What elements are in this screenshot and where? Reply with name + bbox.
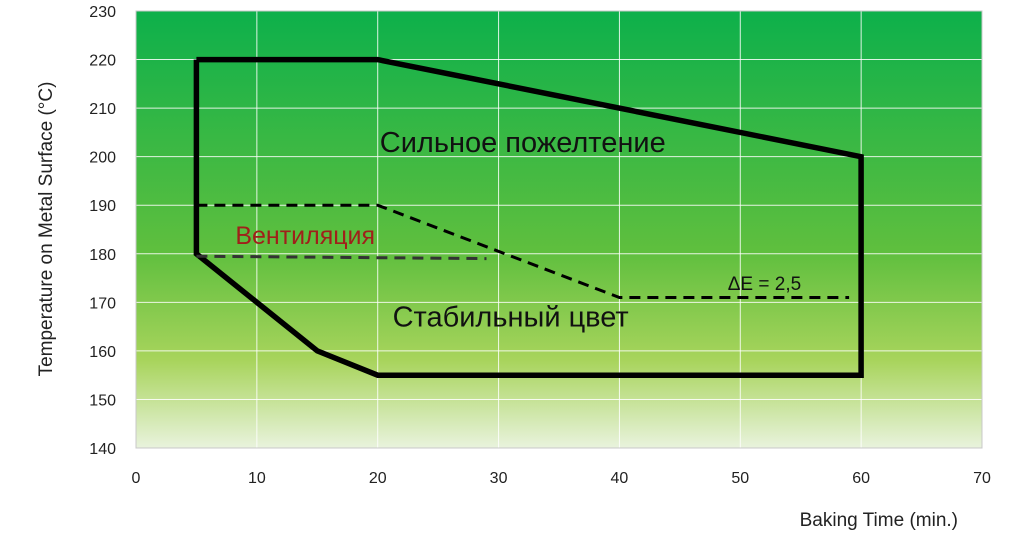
annotations: Сильное пожелтение Вентиляция ΔE = 2,5 Стаб… xyxy=(235,127,801,334)
plot-border xyxy=(135,10,983,449)
y-tick-label: 200 xyxy=(89,150,116,167)
x-axis-title: Baking Time (min.) xyxy=(800,510,958,531)
y-tick-label: 170 xyxy=(89,295,116,312)
annotation-region: Сильное пожелтение xyxy=(380,127,666,159)
annotation-vent: Вентиляция xyxy=(235,222,375,250)
y-tick-labels: 140 150 160 170 180 190 200 210 220 230 xyxy=(89,4,116,458)
process-window-boundary xyxy=(193,56,864,378)
y-tick-label: 210 xyxy=(89,101,116,118)
y-tick-label: 160 xyxy=(89,344,116,361)
x-tick-label: 40 xyxy=(611,470,629,487)
series-layer xyxy=(193,56,864,378)
y-tick-label: 220 xyxy=(89,53,116,70)
x-tick-label: 20 xyxy=(369,470,387,487)
y-tick-label: 140 xyxy=(89,441,116,458)
x-tick-label: 60 xyxy=(852,470,870,487)
x-tick-label: 30 xyxy=(490,470,508,487)
dashed-boundary-line xyxy=(196,254,487,261)
annotation-region: Стабильный цвет xyxy=(393,302,629,334)
y-tick-label: 150 xyxy=(89,392,116,409)
annotation-de: ΔE = 2,5 xyxy=(728,274,801,295)
x-tick-labels: 0 10 20 30 40 50 60 70 xyxy=(132,470,991,487)
dashed-boundary-line xyxy=(196,203,850,299)
x-tick-label: 0 xyxy=(132,470,141,487)
y-tick-label: 180 xyxy=(89,247,116,264)
x-tick-label: 10 xyxy=(248,470,266,487)
y-axis-title: Temperature on Metal Surface (°C) xyxy=(36,82,57,377)
y-tick-label: 230 xyxy=(89,4,116,21)
x-tick-label: 50 xyxy=(731,470,749,487)
x-tick-label: 70 xyxy=(973,470,991,487)
y-tick-label: 190 xyxy=(89,198,116,215)
